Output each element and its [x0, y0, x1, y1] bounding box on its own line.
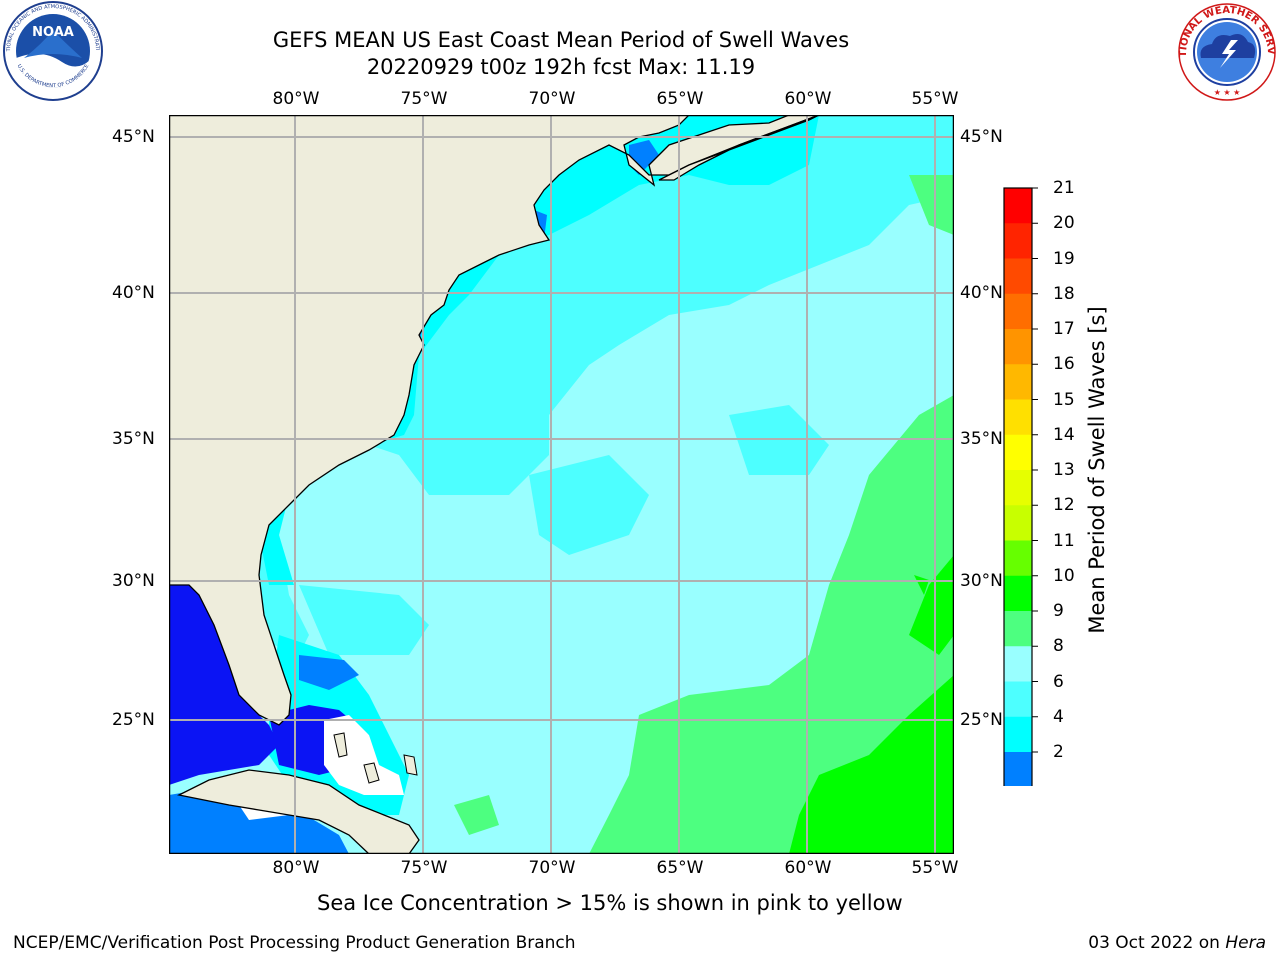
colorbar-segment [1004, 575, 1032, 612]
gulf-of-mexico [169, 585, 279, 785]
chart-subtitle: 20220929 t00z 192h fcst Max: 11.19 [366, 55, 756, 79]
colorbar-segment [1004, 223, 1032, 259]
lon-label: 75°W [400, 858, 448, 878]
colorbar-segment [1004, 399, 1032, 436]
swell-band-9-10 [454, 795, 499, 835]
colorbar-segment [1004, 470, 1032, 506]
colorbar-tick-label: 4 [1053, 706, 1064, 727]
lat-label: 30°N [112, 571, 155, 591]
colorbar-segment [1004, 329, 1032, 365]
colorbar-frame [1003, 187, 1033, 786]
footer-machine: Hera [1225, 933, 1266, 953]
land-cuba [177, 769, 420, 854]
swell-band-6-8 [229, 115, 954, 655]
colorbar-tick-label: 9 [1053, 601, 1064, 621]
land-north-america [169, 115, 820, 726]
footer-date-text: 03 Oct 2022 on [1088, 933, 1226, 953]
colorbar-segment [1004, 681, 1032, 718]
colorbar-tick-label: 16 [1053, 354, 1075, 375]
colorbar-tick-label: 21 [1053, 178, 1075, 198]
lon-label: 70°W [528, 858, 576, 878]
land-nova-scotia [658, 115, 954, 181]
colorbar-segment [1004, 505, 1032, 541]
lon-label: 80°W [272, 89, 320, 109]
noaa-logo: NOAA NATIONAL OCEANIC AND ATMOSPHERIC AD… [2, 0, 103, 101]
colorbar-segment [1004, 258, 1032, 295]
lat-label: 40°N [112, 283, 155, 303]
lat-label: 40°N [960, 283, 1003, 303]
colorbar-tick-label: 2 [1053, 742, 1064, 762]
colorbar-label: Mean Period of Swell Waves [s] [1085, 306, 1109, 634]
colorbar-tick-label: 13 [1053, 460, 1075, 480]
lat-label: 45°N [960, 127, 1003, 147]
lon-label: 70°W [528, 89, 576, 109]
chart-title: GEFS MEAN US East Coast Mean Period of S… [272, 28, 850, 52]
swell-patch-6-8 [299, 585, 429, 655]
svg-text:NOAA: NOAA [32, 25, 74, 40]
colorbar-segment [1004, 611, 1032, 647]
lat-label: 35°N [112, 429, 155, 449]
nws-logo: NATIONAL WEATHER SERVICE ★ ★ ★ [1176, 2, 1276, 101]
lat-label: 25°N [960, 710, 1003, 730]
lon-label: 75°W [400, 89, 448, 109]
colorbar-tick-label: 12 [1053, 495, 1075, 516]
colorbar-tick-label: 19 [1053, 248, 1075, 269]
lon-label: 55°W [911, 89, 959, 109]
swell-band-2-4 [299, 655, 359, 690]
lon-label: 80°W [272, 858, 320, 878]
sea-ice-note: Sea Ice Concentration > 15% is shown in … [317, 891, 903, 915]
footer-credit: NCEP/EMC/Verification Post Processing Pr… [13, 933, 576, 953]
lon-label: 65°W [656, 858, 704, 878]
colorbar-tick-label: 20 [1053, 213, 1075, 234]
colorbar-segment [1004, 434, 1032, 471]
lon-label: 55°W [911, 858, 959, 878]
swell-band-9-10 [909, 175, 954, 235]
lat-label: 45°N [112, 127, 155, 147]
map-gridlines [169, 115, 954, 854]
swell-band-9-10 [589, 395, 954, 854]
swell-band-4-6 [259, 115, 819, 585]
svg-text:★ ★ ★: ★ ★ ★ [1214, 88, 1241, 97]
colorbar-segment [1004, 293, 1032, 330]
colorbar-segment [1004, 752, 1032, 786]
colorbar-tick-label: 8 [1053, 636, 1064, 657]
colorbar-tick-label: 17 [1053, 319, 1075, 339]
colorbar-tick-label: 10 [1053, 565, 1075, 586]
colorbar-segment [1004, 646, 1032, 682]
map-panel [169, 115, 954, 854]
colorbar [1003, 187, 1038, 786]
lat-label: 25°N [112, 710, 155, 730]
colorbar-tick-label: 6 [1053, 671, 1064, 692]
colorbar-tick-label: 14 [1053, 424, 1075, 445]
lon-label: 65°W [656, 89, 704, 109]
colorbar-segment [1004, 188, 1032, 224]
colorbar-tick-label: 15 [1053, 389, 1075, 410]
lon-label: 60°W [784, 89, 832, 109]
colorbar-tick-label: 18 [1053, 283, 1075, 304]
colorbar-segment [1004, 716, 1032, 753]
lat-label: 35°N [960, 429, 1003, 449]
lon-label: 60°W [784, 858, 832, 878]
colorbar-segment [1004, 364, 1032, 400]
land-bahamas [333, 732, 348, 758]
swell-patch-6-8 [529, 455, 649, 555]
map-frame [169, 115, 954, 854]
lat-label: 30°N [960, 571, 1003, 591]
footer-date: 03 Oct 2022 on Hera [1088, 932, 1266, 954]
colorbar-segment [1004, 540, 1032, 577]
land-bahamas [363, 762, 380, 784]
land-bahamas [403, 754, 418, 776]
colorbar-tick-label: 11 [1053, 530, 1075, 551]
